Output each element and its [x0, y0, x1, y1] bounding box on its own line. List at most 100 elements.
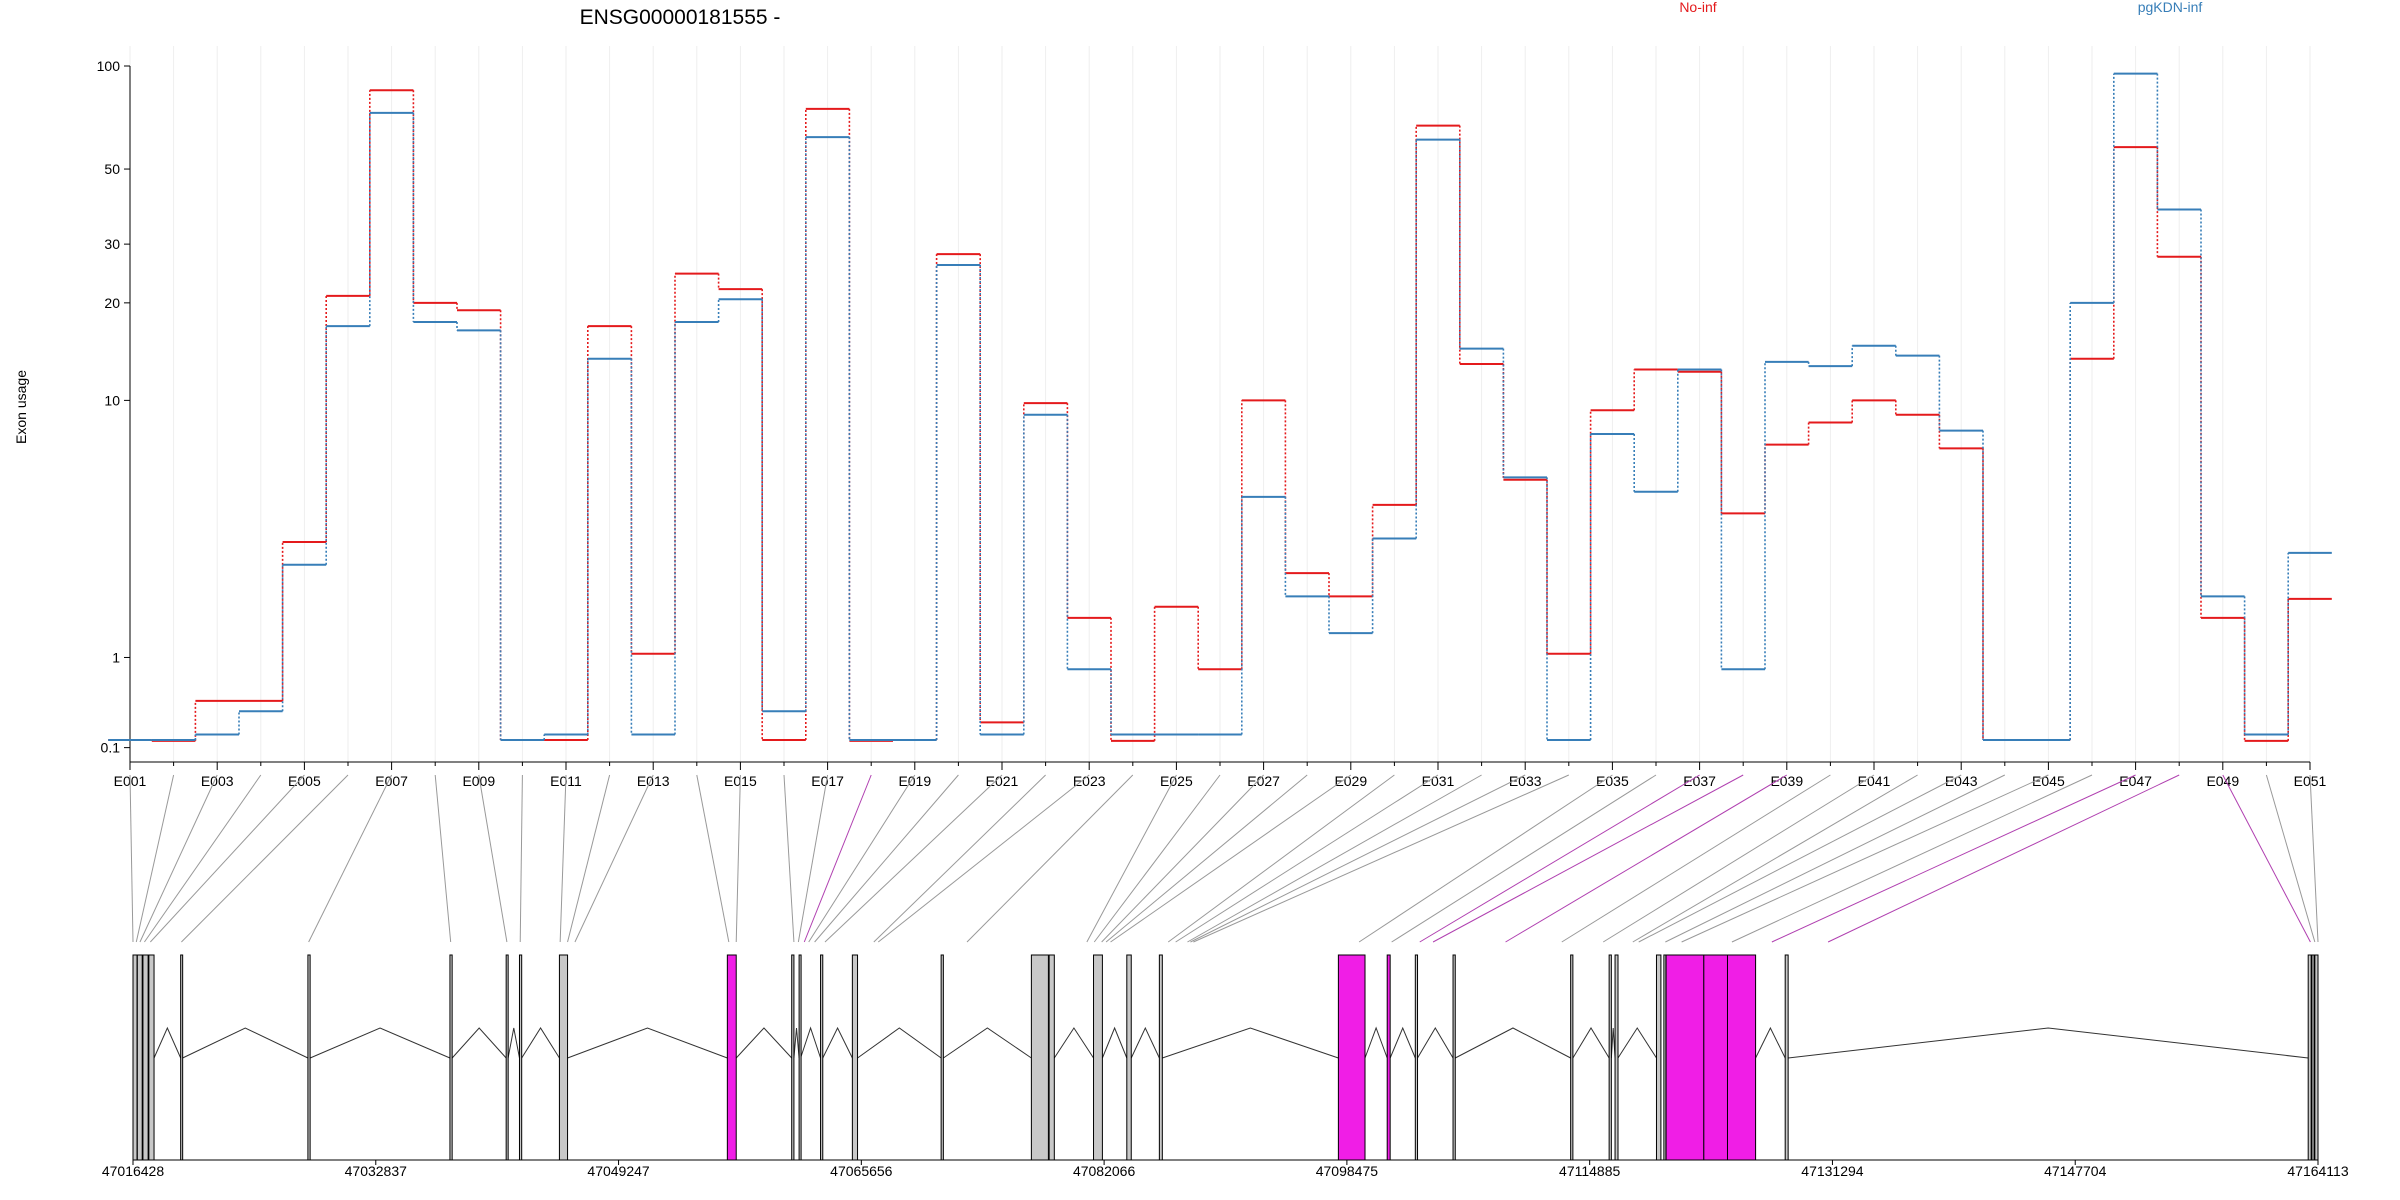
exon-connector — [1101, 774, 1264, 943]
x-tick-label: E013 — [637, 773, 670, 789]
exon-connector — [797, 774, 829, 943]
coordinate-label: 47065656 — [830, 1163, 893, 1179]
exon-connector — [1110, 774, 1352, 943]
exon-box — [851, 954, 859, 1161]
legend-pgkdn-inf: pgKDN-inf — [2138, 0, 2203, 15]
exon-box — [1158, 954, 1163, 1161]
intron-line — [1610, 1027, 1616, 1059]
exon-box — [1608, 954, 1612, 1161]
exon-connector — [1602, 774, 1875, 943]
intron-line — [1162, 1027, 1339, 1059]
x-tick-label: E045 — [2032, 773, 2065, 789]
exon-box — [142, 954, 149, 1161]
intron-line — [1053, 1027, 1094, 1059]
exon-connector — [1771, 774, 2136, 943]
intron-line — [521, 1027, 560, 1059]
exon-connector — [1505, 774, 1788, 943]
exon-connector — [1419, 774, 1700, 943]
intron-line — [309, 1027, 451, 1059]
exon-connector — [803, 774, 872, 943]
x-tick-label: E043 — [1945, 773, 1978, 789]
coordinate-label: 47131294 — [1801, 1163, 1864, 1179]
intron-line — [857, 1027, 942, 1059]
exon-connector — [1105, 774, 1308, 943]
exon-connector — [1086, 774, 1177, 943]
exon-connector — [2265, 774, 2316, 943]
exon-box — [798, 954, 802, 1161]
exon-connector — [877, 774, 1090, 943]
exon-connector — [181, 774, 349, 943]
exon-connector — [1175, 774, 1439, 943]
x-tick-label: E027 — [1247, 773, 1280, 789]
intron-line — [1455, 1027, 1571, 1059]
exon-connector — [139, 774, 218, 943]
exon-connector — [696, 774, 730, 943]
exon-connector — [1561, 774, 1831, 943]
intron-line — [822, 1026, 853, 1059]
exon-connector — [434, 774, 452, 943]
intron-line — [800, 1026, 822, 1059]
x-tick-label: E035 — [1596, 773, 1629, 789]
exon-box — [1126, 954, 1132, 1161]
exon-box-highlighted — [1386, 954, 1391, 1161]
exon-box — [449, 954, 453, 1161]
exon-connector — [808, 774, 916, 943]
exon-box — [307, 954, 311, 1161]
y-axis-label: Exon usage — [13, 370, 29, 444]
exon-connector — [2222, 774, 2311, 943]
intron-line — [793, 1027, 800, 1059]
exon-box-highlighted — [1703, 954, 1728, 1161]
exon-connector — [735, 774, 741, 943]
x-tick-label: E007 — [375, 773, 408, 789]
x-tick-label: E017 — [811, 773, 844, 789]
exon-box-highlighted — [1665, 954, 1705, 1161]
intron-line — [1101, 1026, 1128, 1059]
x-tick-label: E041 — [1858, 773, 1891, 789]
intron-line — [1389, 1026, 1416, 1059]
exon-connector — [1638, 774, 1962, 943]
coordinate-label: 47147704 — [2044, 1163, 2107, 1179]
exon-connector — [1193, 774, 1570, 943]
exon-connector — [1358, 774, 1613, 943]
coordinate-label: 47049247 — [587, 1163, 650, 1179]
y-tick-label: 10 — [104, 392, 120, 408]
exon-box — [1093, 954, 1103, 1161]
x-tick-label: E021 — [986, 773, 1019, 789]
exon-connector — [1187, 774, 1482, 943]
coordinate-label: 47164113 — [2287, 1163, 2348, 1179]
intron-line — [943, 1027, 1032, 1059]
x-tick-label: E033 — [1509, 773, 1542, 789]
exon-connector — [873, 774, 1046, 943]
exon-box — [1784, 954, 1789, 1161]
x-tick-label: E023 — [1073, 773, 1106, 789]
series-lines — [108, 72, 2332, 742]
x-tick-label: E049 — [2206, 773, 2239, 789]
exon-connector — [1093, 774, 1221, 943]
exon-connector — [478, 774, 508, 943]
exon-box — [2314, 954, 2319, 1161]
exon-box — [558, 954, 569, 1161]
exon-connector — [1731, 774, 2093, 943]
exon-box — [1030, 954, 1049, 1161]
exon-connector — [966, 774, 1134, 943]
exon-connector — [567, 774, 611, 943]
exon-box — [148, 954, 155, 1161]
exon-box — [2311, 954, 2315, 1161]
exon-connector — [129, 774, 134, 943]
gene-model — [132, 954, 2319, 1161]
exon-connector — [144, 774, 262, 943]
x-tick-label: E029 — [1334, 773, 1367, 789]
intron-line — [1364, 1026, 1388, 1059]
x-tick-label: E005 — [288, 773, 321, 789]
coordinate-label: 47032837 — [345, 1163, 408, 1179]
exon-connector — [1665, 774, 2006, 943]
intron-line — [567, 1027, 728, 1059]
exon-box — [820, 954, 824, 1161]
y-axis: 0.1 1 10 20 30 50 100 — [97, 58, 131, 762]
y-tick-label: 1 — [112, 649, 120, 665]
x-tick-label: E047 — [2119, 773, 2152, 789]
legend-no-inf: No-inf — [1679, 0, 1716, 15]
exon-box-highlighted — [726, 954, 737, 1161]
coordinate-label: 47114885 — [1559, 1163, 1620, 1179]
exon-connector — [1681, 774, 2049, 943]
